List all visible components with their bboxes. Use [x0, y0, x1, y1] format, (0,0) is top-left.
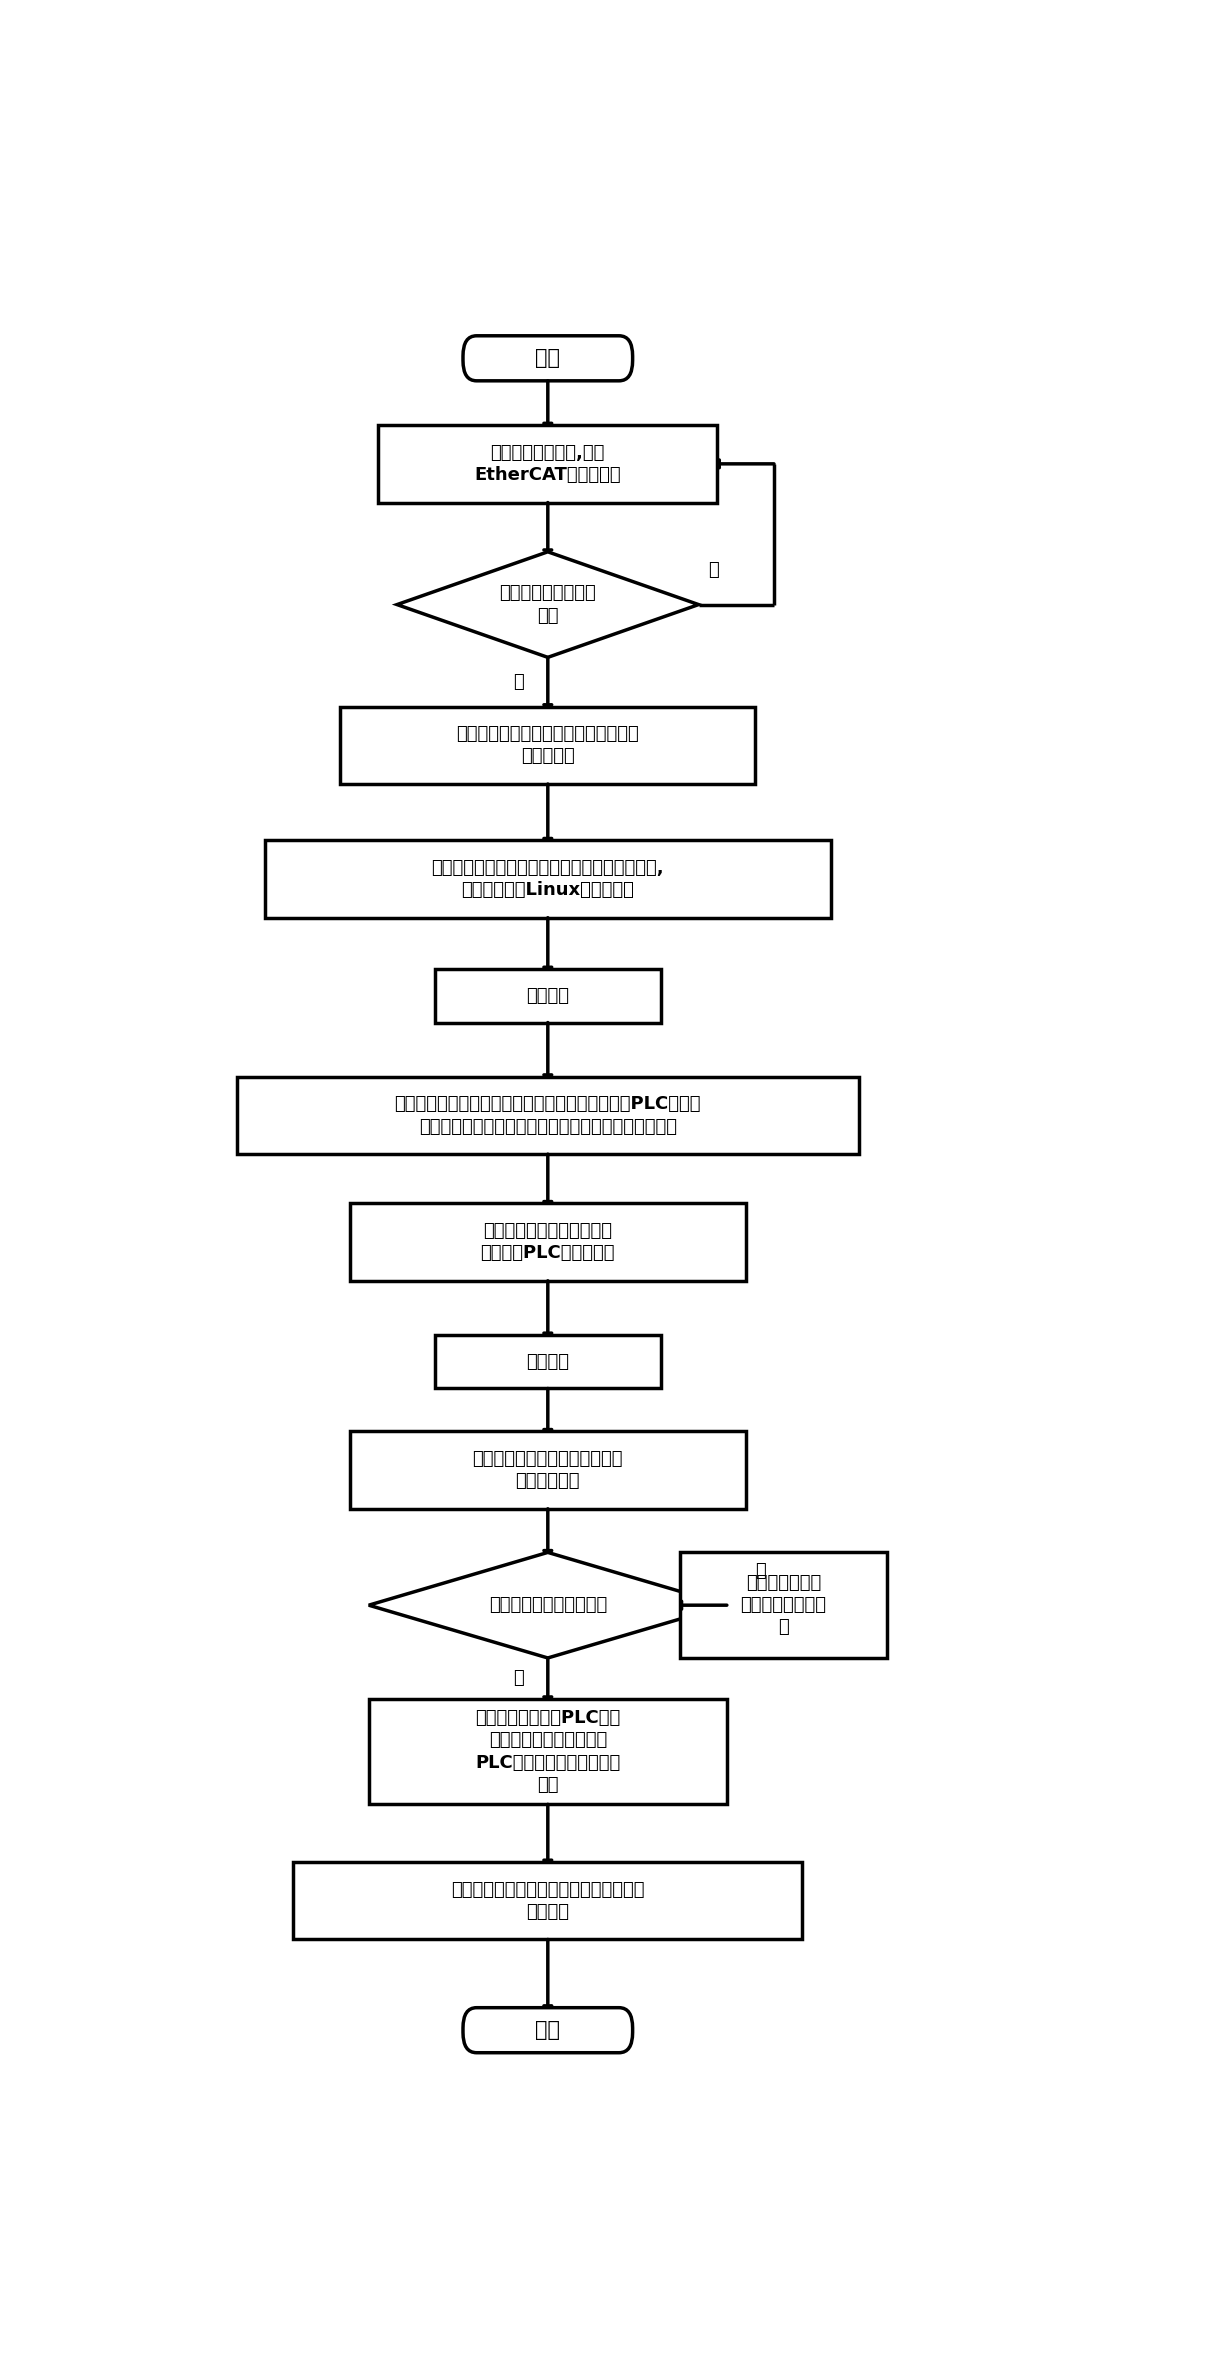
Bar: [293, 1863, 803, 1939]
Polygon shape: [368, 1552, 727, 1658]
Text: 主站检查能否扫描到
从站: 主站检查能否扫描到 从站: [500, 584, 596, 625]
Bar: [680, 1552, 886, 1658]
Text: 从站是否进入可操作状态: 从站是否进入可操作状态: [489, 1597, 607, 1613]
Bar: [435, 969, 662, 1022]
Text: 主站产生报警信
号，并给出错误类
型: 主站产生报警信 号，并给出错误类 型: [741, 1573, 827, 1637]
Text: 否: 否: [755, 1561, 766, 1580]
Bar: [340, 706, 755, 784]
Polygon shape: [396, 551, 698, 658]
Bar: [378, 425, 717, 504]
Text: 主站向从站发送状态转换为可操
作状态的请求: 主站向从站发送状态转换为可操 作状态的请求: [473, 1449, 623, 1490]
Text: 开始: 开始: [535, 349, 561, 368]
Bar: [350, 1202, 745, 1281]
Text: 运行主站: 运行主站: [527, 1352, 569, 1371]
Text: 是: 是: [513, 1670, 524, 1687]
FancyBboxPatch shape: [463, 2008, 632, 2053]
Bar: [368, 1699, 727, 1803]
FancyBboxPatch shape: [463, 335, 632, 380]
Bar: [265, 841, 831, 917]
Bar: [350, 1430, 745, 1509]
Text: 主站数控软件的软PLC对从
站进行输入采样、执行软
PLC程序、对从站进行输出
刷新: 主站数控软件的软PLC对从 站进行输入采样、执行软 PLC程序、对从站进行输出 …: [475, 1708, 620, 1794]
Text: 编写从站在主站数控软件软电路驱动层
中的源文件: 编写从站在主站数控软件软电路驱动层 中的源文件: [456, 725, 640, 765]
Text: 打开主站: 打开主站: [527, 986, 569, 1005]
Text: 编写主站数控软件的软电路驱动层配置文件，使软PLC模块与
从站模块引脚映射，实现在软电路驱动层上的映射连接: 编写主站数控软件的软电路驱动层配置文件，使软PLC模块与 从站模块引脚映射，实现…: [394, 1095, 702, 1136]
Text: 在主站数控软件的图形界面
中编辑软PLC程序并保存: 在主站数控软件的图形界面 中编辑软PLC程序并保存: [480, 1221, 615, 1262]
Text: 在主站数控软件的图形界面上观测到各个
触点状态: 在主站数控软件的图形界面上观测到各个 触点状态: [451, 1882, 644, 1920]
Text: 主站加载网卡驱动,启动
EtherCAT通信协议栈: 主站加载网卡驱动,启动 EtherCAT通信协议栈: [474, 444, 621, 485]
Text: 是: 是: [513, 672, 524, 691]
Bar: [435, 1335, 662, 1388]
Text: 编译生成从站在数控软件中的软电路驱动层模块,
并将其加载进Linux操作系统中: 编译生成从站在数控软件中的软电路驱动层模块, 并将其加载进Linux操作系统中: [432, 858, 664, 898]
Text: 否: 否: [708, 561, 719, 580]
Bar: [237, 1076, 858, 1155]
Text: 结束: 结束: [535, 2020, 561, 2041]
